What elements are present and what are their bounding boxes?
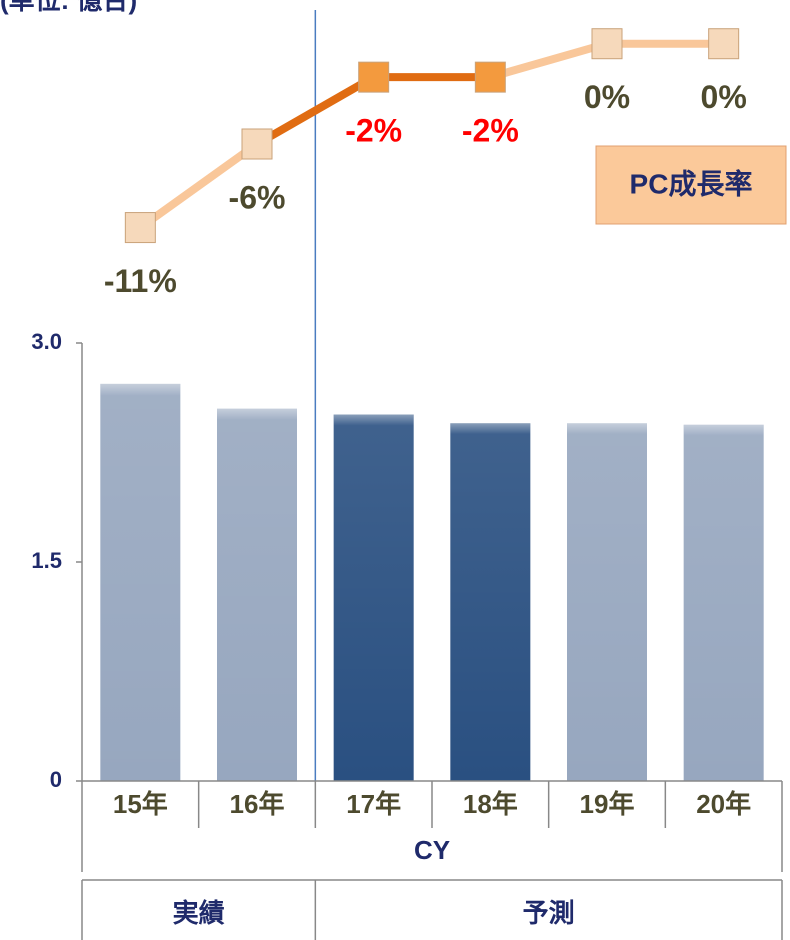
line-marker [708, 28, 740, 60]
x-tick-label: 20年 [696, 789, 751, 819]
line-segment [255, 73, 376, 148]
x-tick-label: 16年 [230, 789, 285, 819]
group-label: 実績 [173, 898, 225, 928]
x-tick-label: 17年 [346, 789, 401, 819]
bar-shine [100, 383, 181, 781]
line-marker [591, 28, 623, 60]
line-marker [474, 61, 506, 93]
legend-label: PC成長率 [630, 167, 753, 199]
line-marker [241, 128, 273, 160]
bar-shine [450, 423, 531, 781]
x-axis-label: CY [414, 835, 450, 865]
x-tick-label: 18年 [463, 789, 518, 819]
data-label: 0% [701, 79, 747, 115]
y-tick-label: 1.5 [31, 548, 62, 573]
data-label: -2% [345, 113, 402, 149]
line-segment [138, 140, 260, 231]
data-label: -11% [104, 263, 177, 299]
line-marker [358, 61, 390, 93]
group-label: 予測 [523, 898, 575, 928]
x-tick-label: 19年 [580, 789, 635, 819]
legend-box [595, 145, 787, 225]
line-segment [489, 39, 609, 81]
unit-label: (単位: 億台) [0, 0, 137, 15]
y-tick-label: 3.0 [31, 329, 62, 354]
bar-shine [333, 414, 414, 781]
bar-shine [217, 408, 297, 781]
data-label: -2% [462, 113, 519, 149]
data-label: 0% [584, 79, 630, 115]
bar-shine [567, 423, 647, 781]
data-label: -6% [229, 179, 286, 215]
bar-shine [683, 424, 764, 781]
line-marker [124, 212, 156, 244]
x-tick-label: 15年 [113, 789, 168, 819]
y-tick-label: 0 [50, 767, 62, 792]
